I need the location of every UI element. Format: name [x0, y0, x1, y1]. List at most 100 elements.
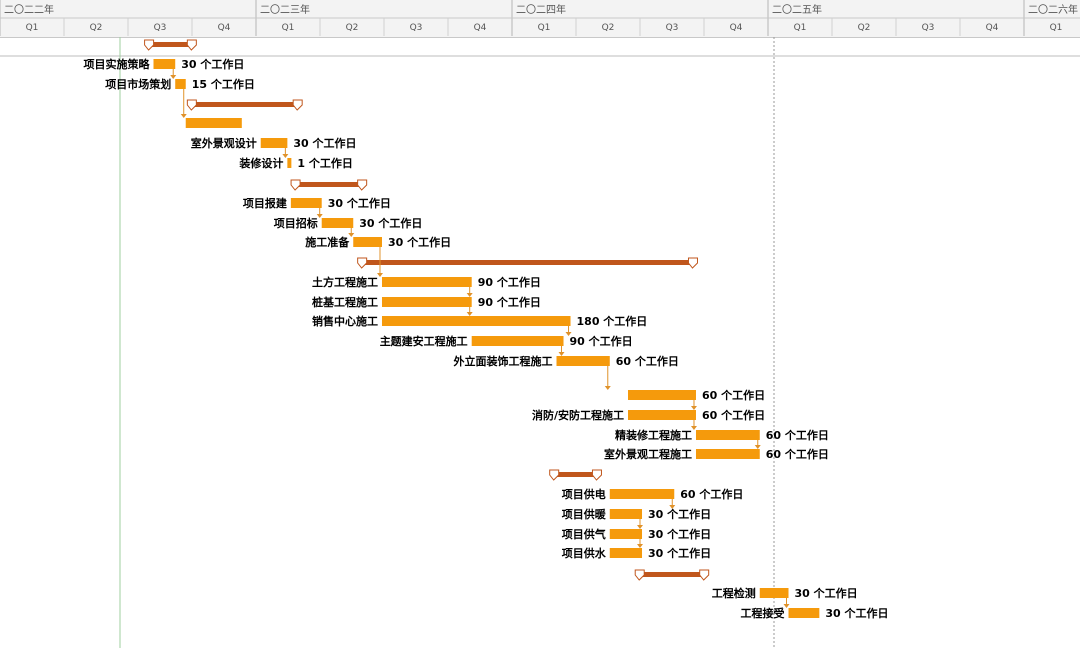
task-duration-label: 1 个工作日	[297, 156, 352, 170]
task-name-label: 项目供水	[562, 546, 607, 560]
task-bar[interactable]	[153, 59, 176, 69]
task-bar[interactable]	[695, 430, 760, 440]
task-name-label: 消防/安防工程施工	[532, 408, 624, 422]
task-duration-label: 60 个工作日	[616, 354, 679, 368]
task-bar[interactable]	[381, 297, 472, 307]
task-name-label: 室外景观设计	[191, 136, 257, 150]
task-duration-label: 30 个工作日	[648, 546, 711, 560]
summary-bar[interactable]	[553, 472, 597, 477]
year-label: 二〇二六年	[1028, 3, 1078, 16]
quarter-label: Q2	[346, 23, 359, 33]
summary-end-marker	[292, 99, 303, 111]
task-name-label: 外立面装饰工程施工	[453, 354, 553, 368]
task-name-label: 项目报建	[243, 196, 288, 210]
task-name-label: 桩基工程施工	[312, 295, 378, 309]
task-bar[interactable]	[287, 158, 292, 168]
summary-end-marker	[591, 469, 602, 481]
quarter-label: Q2	[858, 23, 871, 33]
task-bar[interactable]	[321, 218, 354, 228]
task-duration-label: 60 个工作日	[702, 388, 765, 402]
task-bar[interactable]	[381, 316, 571, 326]
timescale-header	[0, 0, 1080, 38]
year-label: 二〇二五年	[772, 3, 822, 16]
dependency-arrow	[637, 525, 644, 529]
dependency-arrow	[180, 114, 187, 118]
year-label: 二〇二四年	[516, 3, 566, 16]
task-duration-label: 30 个工作日	[795, 586, 858, 600]
task-bar[interactable]	[627, 410, 696, 420]
task-duration-label: 30 个工作日	[293, 136, 356, 150]
year-label: 二〇二二年	[4, 3, 54, 16]
task-bar[interactable]	[788, 608, 820, 618]
summary-end-marker	[186, 39, 197, 51]
task-bar[interactable]	[353, 237, 382, 247]
task-duration-label: 30 个工作日	[825, 606, 888, 620]
task-name-label: 室外景观工程施工	[604, 447, 692, 461]
task-duration-label: 90 个工作日	[478, 295, 541, 309]
dependency-arrow	[565, 332, 572, 336]
summary-start-marker	[549, 469, 560, 481]
task-name-label: 项目招标	[274, 216, 318, 230]
task-duration-label: 30 个工作日	[388, 235, 451, 249]
task-bar[interactable]	[609, 509, 643, 519]
summary-bar[interactable]	[295, 182, 362, 187]
dependency-arrow	[466, 312, 473, 316]
task-bar[interactable]	[627, 390, 696, 400]
dependency-arrow	[282, 154, 289, 158]
task-duration-label: 60 个工作日	[702, 408, 765, 422]
quarter-label: Q3	[154, 23, 167, 33]
summary-bar[interactable]	[191, 102, 298, 107]
summary-bar[interactable]	[148, 42, 192, 47]
task-bar[interactable]	[759, 588, 789, 598]
task-bar[interactable]	[260, 138, 288, 148]
task-bar[interactable]	[609, 489, 675, 499]
task-name-label: 施工准备	[305, 235, 350, 249]
dependency-arrow	[170, 75, 177, 79]
quarter-label: Q1	[26, 23, 39, 33]
task-bar[interactable]	[381, 277, 472, 287]
task-duration-label: 30 个工作日	[648, 527, 711, 541]
quarter-label: Q4	[986, 23, 999, 33]
task-bar[interactable]	[290, 198, 322, 208]
task-duration-label: 180 个工作日	[577, 314, 648, 328]
dependency-arrow	[690, 426, 697, 430]
quarter-label: Q1	[794, 23, 807, 33]
task-duration-label: 90 个工作日	[478, 275, 541, 289]
quarter-label: Q1	[1050, 23, 1063, 33]
summary-start-marker	[290, 179, 301, 191]
task-bar[interactable]	[175, 79, 186, 89]
task-name-label: 工程接受	[741, 606, 785, 620]
task-bar[interactable]	[185, 118, 242, 128]
task-name-label: 项目供暖	[562, 507, 607, 521]
task-duration-label: 15 个工作日	[192, 77, 255, 91]
summary-end-marker	[699, 569, 710, 581]
task-bar[interactable]	[471, 336, 564, 346]
quarter-label: Q4	[474, 23, 487, 33]
task-duration-label: 30 个工作日	[181, 57, 244, 71]
summary-bar[interactable]	[639, 572, 704, 577]
task-duration-label: 30 个工作日	[648, 507, 711, 521]
dependency-arrow	[348, 233, 355, 237]
quarter-label: Q2	[90, 23, 103, 33]
task-name-label: 精装修工程施工	[615, 428, 692, 442]
quarter-label: Q3	[922, 23, 935, 33]
task-bar[interactable]	[609, 548, 643, 558]
dependency-arrow	[754, 445, 761, 449]
task-bar[interactable]	[609, 529, 643, 539]
task-name-label: 装修设计	[238, 156, 283, 170]
quarter-label: Q3	[410, 23, 423, 33]
summary-start-marker	[186, 99, 197, 111]
task-duration-label: 90 个工作日	[570, 334, 633, 348]
summary-bar[interactable]	[361, 260, 693, 265]
task-bar[interactable]	[556, 356, 610, 366]
task-bar[interactable]	[695, 449, 760, 459]
dependency-arrow	[783, 604, 790, 608]
quarter-label: Q1	[538, 23, 551, 33]
summary-start-marker	[634, 569, 645, 581]
task-name-label: 项目供电	[562, 487, 606, 501]
task-duration-label: 30 个工作日	[359, 216, 422, 230]
quarter-label: Q3	[666, 23, 679, 33]
task-name-label: 项目实施策略	[83, 57, 150, 71]
task-duration-label: 30 个工作日	[328, 196, 391, 210]
